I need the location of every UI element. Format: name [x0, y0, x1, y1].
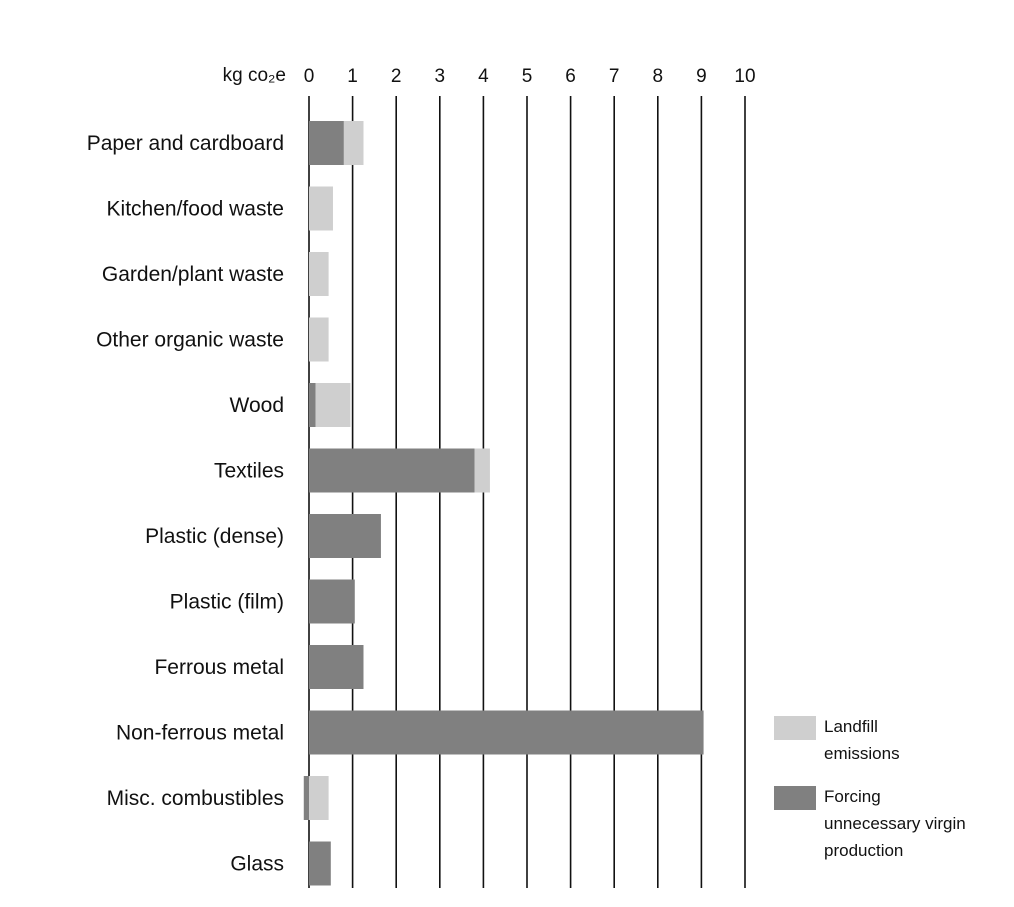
x-tick-label-9: 9 — [696, 66, 707, 87]
bar-virgin-production — [309, 710, 704, 755]
legend-virgin-production-label: production — [824, 841, 903, 860]
category-label: Plastic (film) — [170, 591, 284, 614]
category-label: Textiles — [214, 460, 284, 483]
bar-virgin-production — [309, 645, 364, 689]
category-label: Plastic (dense) — [145, 525, 284, 548]
category-label: Misc. combustibles — [107, 787, 284, 810]
bar-virgin-production — [309, 514, 381, 558]
bar-landfill-emissions — [315, 383, 351, 427]
legend-virgin-production-swatch — [774, 786, 816, 810]
bar-virgin-production — [303, 776, 309, 820]
x-tick-label-5: 5 — [522, 66, 533, 87]
bar-virgin-production — [309, 448, 475, 493]
category-label: Other organic waste — [96, 329, 284, 352]
bar-virgin-production — [309, 383, 316, 427]
bar-landfill-emissions — [309, 186, 333, 231]
category-labels: Paper and cardboard Kitchen/food waste Gar… — [87, 132, 284, 876]
category-label: Glass — [230, 853, 284, 876]
x-tick-label-2: 2 — [391, 66, 402, 87]
category-label: Garden/plant waste — [102, 263, 284, 286]
x-tick-labels: 0 1 2 3 4 5 6 7 8 9 10 — [304, 66, 756, 87]
legend-landfill-label: Landfill — [824, 717, 878, 736]
x-tick-label-6: 6 — [565, 66, 576, 87]
category-label: Wood — [230, 394, 284, 417]
category-label: Ferrous metal — [154, 656, 284, 679]
x-tick-label-4: 4 — [478, 66, 489, 87]
bar-virgin-production — [309, 841, 331, 886]
bar-landfill-emissions — [309, 252, 329, 296]
x-tick-label-3: 3 — [435, 66, 446, 87]
x-tick-label-7: 7 — [609, 66, 620, 87]
category-label: Non-ferrous metal — [116, 722, 284, 745]
x-tick-label-1: 1 — [347, 66, 358, 87]
legend: Landfill emissions Forcing unnecessary virg… — [774, 716, 966, 860]
category-label: Paper and cardboard — [87, 132, 284, 155]
bar-virgin-production — [309, 579, 355, 624]
legend-landfill-label: emissions — [824, 744, 900, 763]
bar-virgin-production — [309, 121, 344, 165]
legend-virgin-production-label: Forcing — [824, 787, 881, 806]
x-tick-label-0: 0 — [304, 66, 315, 87]
bar-landfill-emissions — [309, 317, 329, 362]
legend-virgin-production-label: unnecessary virgin — [824, 814, 966, 833]
bar-landfill-emissions — [474, 448, 490, 493]
bars — [303, 121, 704, 886]
axis-unit-label: kg co₂e — [223, 65, 286, 86]
x-tick-label-8: 8 — [653, 66, 664, 87]
bar-landfill-emissions — [343, 121, 364, 165]
x-tick-label-10: 10 — [734, 66, 755, 87]
legend-landfill-swatch — [774, 716, 816, 740]
category-label: Kitchen/food waste — [107, 198, 284, 221]
bar-landfill-emissions — [309, 776, 329, 820]
